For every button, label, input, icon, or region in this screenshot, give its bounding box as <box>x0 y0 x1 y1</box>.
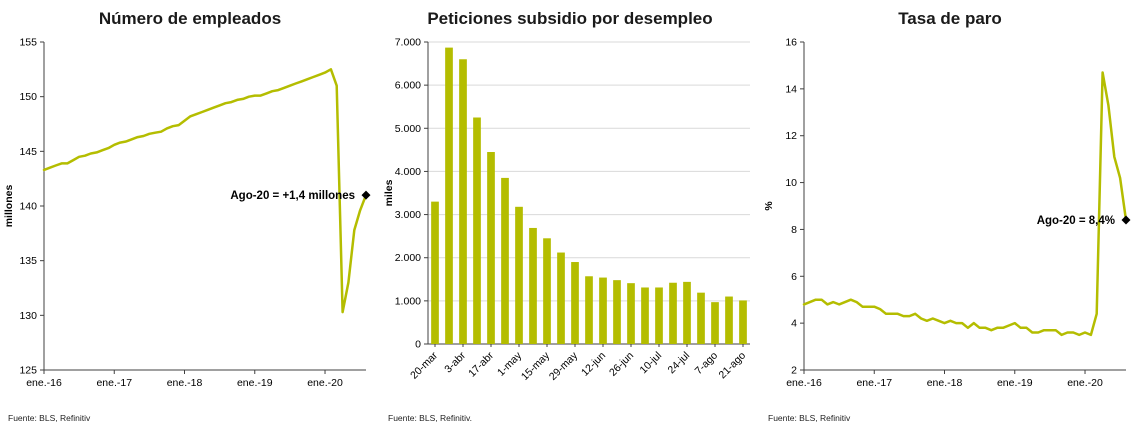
x-tick-label: ene.-19 <box>997 377 1033 389</box>
bar <box>543 238 551 344</box>
x-tick-label: 3-abr <box>442 349 468 375</box>
claims-bar-chart: 0 1.000 2.000 3.000 4.000 5.000 6.000 7.000 mile… <box>383 37 750 383</box>
chart-title-employees: Número de empleados <box>98 9 282 28</box>
x-tick-label: 24-jul <box>665 350 692 377</box>
x-tick-label: 15-may <box>519 349 553 383</box>
source-note-employees: Fuente: BLS, Refinitiv <box>8 413 91 423</box>
bar <box>529 227 537 344</box>
bar <box>655 287 663 344</box>
y-tick-label: 6 <box>791 271 797 283</box>
end-marker-diamond-icon <box>361 190 371 200</box>
panel-employees: Número de empleados 125 130 135 140 145 150 15… <box>0 0 380 429</box>
y-tick-label: 155 <box>19 37 37 49</box>
y-tick-label: 0 <box>415 339 421 351</box>
bar <box>683 281 691 344</box>
bar <box>697 292 705 344</box>
source-note-claims: Fuente: BLS, Refinitiv. <box>388 413 472 423</box>
bar <box>473 117 481 344</box>
x-tick-label: 29-may <box>547 349 581 383</box>
y-tick-label: 145 <box>19 146 37 158</box>
y-tick-label: 2 <box>791 365 797 377</box>
employees-line-chart: 125 130 135 140 145 150 155 millones ene.-16 ene.… <box>3 37 371 389</box>
x-tick-label: 26-jun <box>607 350 636 379</box>
bar <box>725 296 733 344</box>
x-tick-label: 21-ago <box>717 350 749 382</box>
y-tick-label: 125 <box>19 365 37 377</box>
bar <box>459 59 467 344</box>
bar <box>515 206 523 344</box>
end-marker-diamond-icon <box>1121 215 1131 225</box>
x-tick-label: ene.-17 <box>96 377 132 389</box>
bar <box>613 280 621 344</box>
y-tick-label: 7.000 <box>395 37 421 49</box>
y-axis-title: miles <box>383 179 395 206</box>
bar <box>585 276 593 344</box>
x-tick-label: ene.-17 <box>856 377 892 389</box>
y-tick-label: 150 <box>19 91 37 103</box>
bar <box>739 300 747 344</box>
chart-title-unemployment: Tasa de paro <box>898 9 1002 28</box>
x-tick-label: ene.-20 <box>307 377 343 389</box>
y-tick-label: 8 <box>791 224 797 236</box>
y-tick-label: 10 <box>785 177 797 189</box>
x-tick-label: ene.-18 <box>167 377 203 389</box>
y-axis-title: millones <box>3 185 15 228</box>
x-tick-label: ene.-16 <box>786 377 822 389</box>
annotation-label: Ago-20 = 8,4% <box>1037 215 1115 227</box>
annotation-label: Ago-20 = +1,4 millones <box>230 190 355 202</box>
bar <box>711 302 719 344</box>
y-tick-label: 135 <box>19 255 37 267</box>
x-tick-label: 17-abr <box>466 349 496 379</box>
bar <box>599 277 607 344</box>
bar <box>501 177 509 344</box>
y-tick-label: 140 <box>19 201 37 213</box>
x-tick-label: ene.-20 <box>1067 377 1103 389</box>
x-tick-label: 20-mar <box>408 349 440 381</box>
y-tick-label: 130 <box>19 310 37 322</box>
bar <box>431 201 439 344</box>
source-note-unemployment: Fuente: BLS, Refinitiv <box>768 413 851 423</box>
bar <box>445 47 453 345</box>
panel-unemployment: Tasa de paro 2 4 6 8 10 12 14 16% ene.-16 ene.-17… <box>760 0 1140 429</box>
y-tick-label: 1.000 <box>395 295 421 307</box>
x-tick-label: 10-jul <box>637 350 664 377</box>
bar <box>641 287 649 344</box>
y-tick-label: 14 <box>785 83 797 95</box>
y-tick-label: 12 <box>785 130 797 142</box>
panel-claims: Peticiones subsidio por desempleo 0 1.000… <box>380 0 760 429</box>
bar <box>557 252 565 344</box>
y-axis-title: % <box>763 201 775 211</box>
line-series <box>802 71 1128 337</box>
y-tick-label: 2.000 <box>395 252 421 264</box>
x-tick-label: ene.-19 <box>237 377 273 389</box>
y-tick-label: 4.000 <box>395 166 421 178</box>
bar <box>669 282 677 344</box>
x-tick-label: ene.-16 <box>26 377 62 389</box>
chart-title-claims: Peticiones subsidio por desempleo <box>427 9 713 28</box>
unemployment-line-chart: 2 4 6 8 10 12 14 16% ene.-16 ene.-17 ene.-18 ene.-1… <box>763 37 1131 389</box>
y-tick-label: 5.000 <box>395 123 421 135</box>
bar <box>571 262 579 344</box>
x-tick-label: ene.-18 <box>927 377 963 389</box>
y-tick-label: 6.000 <box>395 80 421 92</box>
bar <box>487 152 495 344</box>
line-series <box>42 68 368 314</box>
y-tick-label: 4 <box>791 318 797 330</box>
y-tick-label: 16 <box>785 37 797 49</box>
x-tick-label: 12-jun <box>579 350 608 379</box>
bar <box>627 283 635 344</box>
y-tick-label: 3.000 <box>395 209 421 221</box>
